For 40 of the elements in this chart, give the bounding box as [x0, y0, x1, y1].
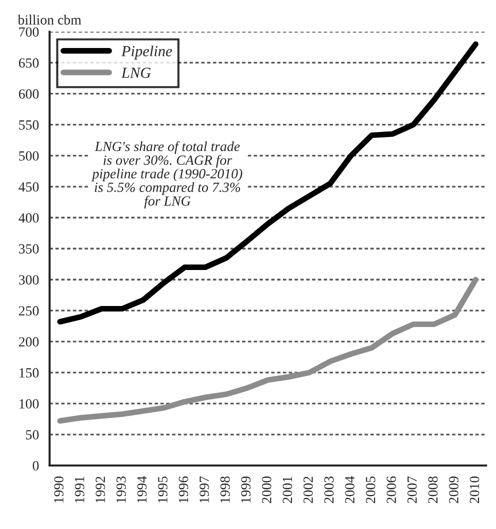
x-tick-label: 2000 [262, 476, 272, 504]
y-tick-label: 0 [32, 461, 39, 470]
annotation: LNG's share of total trade is over 30%. CAGR for pipeline trade (1990-2010) is 5.5% compared to 7.3% for LNG [91, 141, 242, 209]
x-tick-label: 2010 [470, 476, 480, 504]
x-tick-label: 2005 [366, 476, 376, 504]
x-tick-label: 2003 [324, 476, 334, 504]
x-tick-label: 1997 [200, 476, 209, 502]
x-tick-label: 1995 [158, 476, 168, 502]
y-tick-label: 400 [18, 213, 39, 223]
x-tick-label: 2008 [428, 476, 438, 504]
y-tick-label: 250 [18, 306, 39, 316]
y-tick-label: 700 [19, 27, 39, 37]
x-tick-label: 1999 [241, 476, 251, 502]
y-tick-label: 350 [19, 244, 39, 254]
x-tick-label: 2002 [304, 476, 313, 504]
x-tick-label: 2001 [282, 476, 292, 504]
y-tick-label: 150 [20, 368, 39, 378]
y-tick-label: 300 [19, 275, 39, 285]
y-axis-title: billion cbm [18, 14, 82, 25]
x-tick-label: 1992 [96, 476, 106, 502]
y-tick-label: 200 [18, 337, 39, 347]
y-tick-label: 50 [26, 430, 39, 440]
y-tick-label: 500 [19, 151, 39, 161]
x-tick-label: 1996 [178, 476, 188, 502]
x-tick-label: 1991 [74, 476, 84, 502]
x-tick-label: 1998 [220, 476, 230, 502]
legend-label: LNG [121, 68, 151, 78]
x-tick-label: 1990 [54, 476, 64, 502]
y-tick-label: 650 [18, 58, 39, 68]
y-tick-label: 100 [20, 399, 39, 409]
legend-label: Pipeline [121, 46, 172, 60]
y-tick-label: 550 [19, 120, 39, 130]
x-tick-label: 1994 [137, 476, 147, 502]
x-tick-label: 2009 [449, 476, 458, 504]
x-tick-label: 2007 [407, 476, 417, 504]
x-tick-label: 1993 [116, 476, 126, 502]
x-tick-label: 2006 [386, 476, 396, 504]
y-tick-label: 450 [18, 182, 39, 192]
x-tick-label: 2004 [345, 476, 354, 504]
y-tick-label: 600 [18, 89, 39, 99]
